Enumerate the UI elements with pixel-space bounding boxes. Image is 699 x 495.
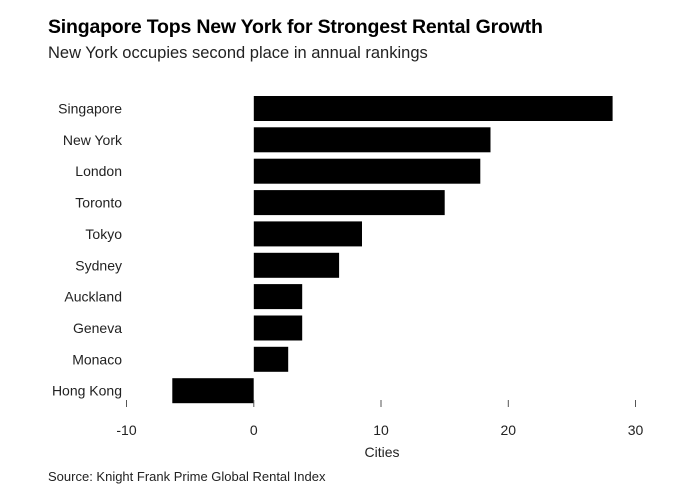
- category-label: Toronto: [75, 195, 122, 211]
- category-label: Singapore: [58, 101, 122, 117]
- source-note: Source: Knight Frank Prime Global Rental…: [48, 469, 326, 484]
- bar-singapore: [253, 96, 613, 121]
- x-tick-label: 10: [373, 422, 389, 438]
- bar-hong-kong: [172, 378, 254, 404]
- bar-toronto: [253, 190, 445, 216]
- category-label: Sydney: [75, 257, 122, 273]
- category-label: Hong Kong: [52, 383, 122, 399]
- bar-geneva: [253, 315, 303, 341]
- category-label: London: [75, 163, 122, 179]
- x-tick-label: 20: [501, 422, 517, 438]
- category-label: Monaco: [72, 351, 122, 367]
- bar-monaco: [253, 346, 289, 372]
- chart-title: Singapore Tops New York for Strongest Re…: [48, 16, 543, 38]
- x-tick-label: 30: [628, 422, 644, 438]
- x-axis-label: Cities: [364, 444, 399, 460]
- category-label: Geneva: [73, 320, 122, 336]
- category-label: Tokyo: [85, 226, 122, 242]
- category-label: Auckland: [64, 289, 122, 305]
- bar-london: [253, 158, 481, 184]
- x-tick-label: 0: [250, 422, 258, 438]
- chart-subtitle: New York occupies second place in annual…: [48, 44, 428, 62]
- bar-auckland: [253, 284, 303, 310]
- bar-new-york: [253, 127, 491, 153]
- category-label: New York: [63, 132, 123, 148]
- x-tick-label: -10: [116, 422, 136, 438]
- bar-sydney: [253, 252, 340, 278]
- bar-tokyo: [253, 221, 362, 247]
